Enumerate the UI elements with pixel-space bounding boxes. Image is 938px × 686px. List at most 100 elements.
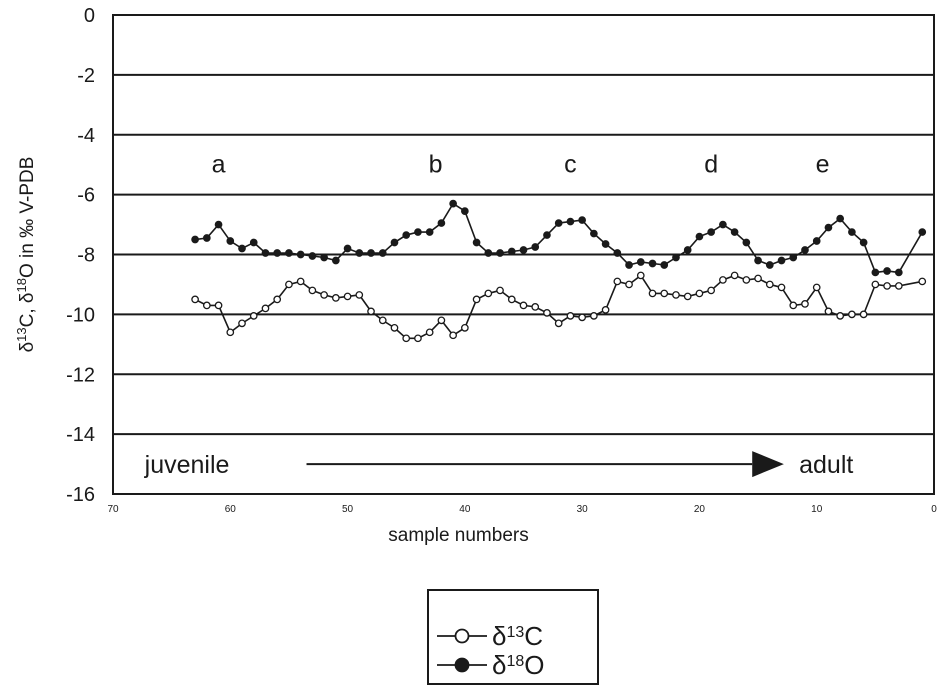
data-point [543, 309, 551, 317]
data-point [590, 312, 598, 320]
data-point [343, 244, 352, 253]
data-point [320, 291, 328, 299]
data-point [672, 253, 680, 262]
data-point [331, 294, 340, 302]
data-point [789, 253, 798, 262]
x-axis-title: sample numbers [388, 525, 528, 546]
data-point [648, 289, 657, 298]
data-point [296, 277, 305, 286]
legend-marker-filled [454, 657, 470, 673]
data-point [894, 268, 903, 277]
legend-label: δ13C [492, 621, 543, 651]
adult-label: adult [799, 451, 853, 479]
x-tick-label: 0 [931, 504, 937, 515]
data-point [378, 316, 387, 325]
data-point [683, 292, 692, 301]
data-point [859, 310, 868, 319]
data-point [836, 312, 845, 320]
data-point [249, 238, 258, 247]
data-point [214, 220, 223, 229]
data-point [191, 235, 199, 244]
data-point [848, 228, 856, 236]
data-point [273, 249, 282, 257]
data-point [918, 277, 927, 286]
series-d13C [191, 271, 927, 343]
data-point [226, 237, 235, 245]
data-point [472, 295, 481, 304]
data-point [883, 282, 891, 290]
data-point [425, 328, 434, 337]
data-point [742, 238, 751, 247]
data-point [238, 319, 246, 328]
data-point [636, 271, 645, 280]
data-point [202, 301, 211, 310]
horizontal-gridlines [113, 73, 934, 436]
data-point [308, 252, 317, 260]
data-point [765, 280, 774, 289]
data-point [707, 286, 716, 295]
y-axis-ticks: 0 -2 -4 -6 -8 -10 -12 -14 -16 [66, 5, 95, 506]
data-point [261, 249, 270, 257]
data-point [191, 295, 199, 304]
data-point [824, 223, 833, 232]
data-point [437, 316, 446, 325]
series-d18O [191, 199, 927, 277]
data-point [367, 249, 375, 257]
data-point [331, 256, 340, 265]
annotation-b: b [429, 151, 443, 179]
y-tick-label: 0 [84, 5, 95, 27]
data-point [414, 334, 422, 343]
x-tick-label: 40 [459, 504, 471, 515]
data-point [742, 276, 751, 284]
data-point [531, 243, 540, 251]
juvenile-label: juvenile [144, 451, 230, 479]
data-point [507, 247, 516, 256]
data-point [261, 304, 270, 313]
data-point [578, 216, 586, 224]
data-point [461, 207, 469, 215]
data-point [554, 319, 563, 328]
data-point [578, 313, 586, 322]
data-point [543, 231, 551, 239]
x-tick-label: 70 [107, 504, 119, 515]
data-point [754, 274, 762, 283]
data-point [836, 214, 845, 223]
data-point [918, 228, 927, 236]
data-point [308, 286, 317, 295]
x-tick-label: 30 [577, 504, 589, 515]
growth-arrow-head [752, 451, 784, 478]
data-point [777, 283, 786, 292]
data-point [660, 289, 669, 298]
data-point [765, 261, 774, 269]
data-point [402, 334, 411, 343]
data-point [343, 292, 352, 301]
data-point [824, 307, 833, 316]
y-tick-label: -16 [66, 484, 95, 506]
data-point [519, 301, 528, 310]
data-point [390, 238, 399, 247]
x-tick-label: 60 [225, 504, 237, 515]
data-point [378, 249, 387, 257]
data-point [590, 229, 598, 238]
x-axis-ticks: 70 60 50 40 30 20 10 0 [107, 504, 937, 515]
data-point [285, 249, 293, 257]
data-point [777, 256, 786, 265]
data-point [449, 199, 457, 208]
data-point [660, 261, 669, 269]
data-point [613, 249, 622, 257]
data-point [390, 323, 399, 332]
data-point [355, 249, 364, 257]
data-point [601, 306, 610, 314]
y-tick-label: -10 [66, 304, 95, 326]
data-point [672, 291, 680, 299]
annotation-e: e [816, 151, 830, 179]
data-point [296, 250, 305, 259]
data-point [789, 301, 798, 310]
x-tick-label: 50 [342, 504, 354, 515]
data-point [484, 289, 493, 298]
data-point [320, 253, 328, 262]
data-point [719, 220, 727, 229]
data-point [355, 291, 364, 299]
data-point [683, 246, 692, 254]
